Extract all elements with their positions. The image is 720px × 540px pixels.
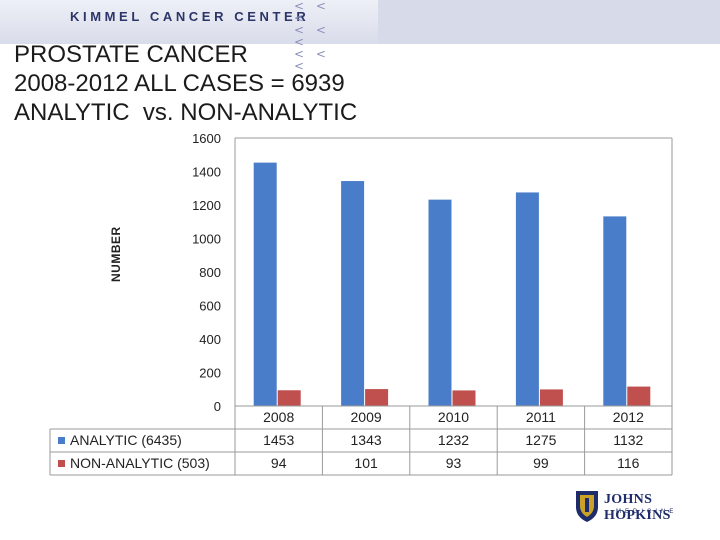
- bar-non-analytic: [627, 386, 651, 406]
- slide-title: PROSTATE CANCER 2008-2012 ALL CASES = 69…: [14, 40, 357, 127]
- bar-non-analytic: [539, 389, 563, 406]
- x-tick-label: 2008: [263, 409, 294, 425]
- data-label: 99: [533, 455, 549, 471]
- y-tick-label: 200: [199, 366, 221, 381]
- y-tick-label: 1600: [192, 131, 221, 146]
- bar-non-analytic: [277, 390, 301, 406]
- legend-swatch: [58, 437, 65, 444]
- bar-non-analytic: [365, 389, 389, 406]
- data-label: 94: [271, 455, 287, 471]
- bar-non-analytic: [452, 390, 476, 406]
- y-tick-label: 1000: [192, 232, 221, 247]
- y-tick-label: 400: [199, 332, 221, 347]
- y-tick-label: 600: [199, 299, 221, 314]
- data-label: 1453: [263, 432, 294, 448]
- logo-subtitle: MEDICINE: [616, 509, 678, 515]
- x-tick-label: 2011: [526, 409, 556, 425]
- bar-analytic: [515, 192, 539, 406]
- data-label: 1132: [613, 432, 643, 448]
- bar-analytic: [253, 162, 277, 406]
- bar-analytic: [603, 216, 627, 406]
- org-name: KIMMEL CANCER CENTER: [70, 9, 310, 24]
- bar-analytic: [428, 199, 452, 406]
- chevron-decoration-icon: < < < < < < < < <: [294, 0, 330, 73]
- legend-swatch: [58, 460, 65, 467]
- data-label: 93: [446, 455, 462, 471]
- header-accent-strip: [378, 0, 720, 44]
- logo-name: JOHNS HOPKINS: [604, 492, 671, 523]
- data-label: 1343: [351, 432, 382, 448]
- y-tick-label: 1200: [192, 198, 221, 213]
- title-line-1: PROSTATE CANCER: [14, 41, 248, 68]
- data-label: 116: [617, 455, 640, 471]
- bar-analytic: [341, 181, 365, 406]
- johns-hopkins-logo: JOHNS HOPKINS MEDICINE: [574, 488, 700, 524]
- title-line-2: 2008-2012 ALL CASES = 6939: [14, 70, 345, 97]
- x-tick-label: 2012: [613, 409, 644, 425]
- data-label: 101: [354, 455, 378, 471]
- shield-icon: [576, 491, 598, 522]
- title-line-3: ANALYTIC vs. NON-ANALYTIC: [14, 99, 358, 126]
- x-tick-label: 2009: [351, 409, 382, 425]
- x-tick-label: 2010: [438, 409, 469, 425]
- y-tick-label: 800: [199, 265, 221, 280]
- y-tick-label: 0: [214, 399, 221, 414]
- data-label: 1275: [525, 432, 556, 448]
- legend-label: ANALYTIC (6435): [70, 432, 182, 448]
- data-label: 1232: [438, 432, 469, 448]
- y-tick-label: 1400: [192, 165, 221, 180]
- legend-label: NON-ANALYTIC (503): [70, 455, 210, 471]
